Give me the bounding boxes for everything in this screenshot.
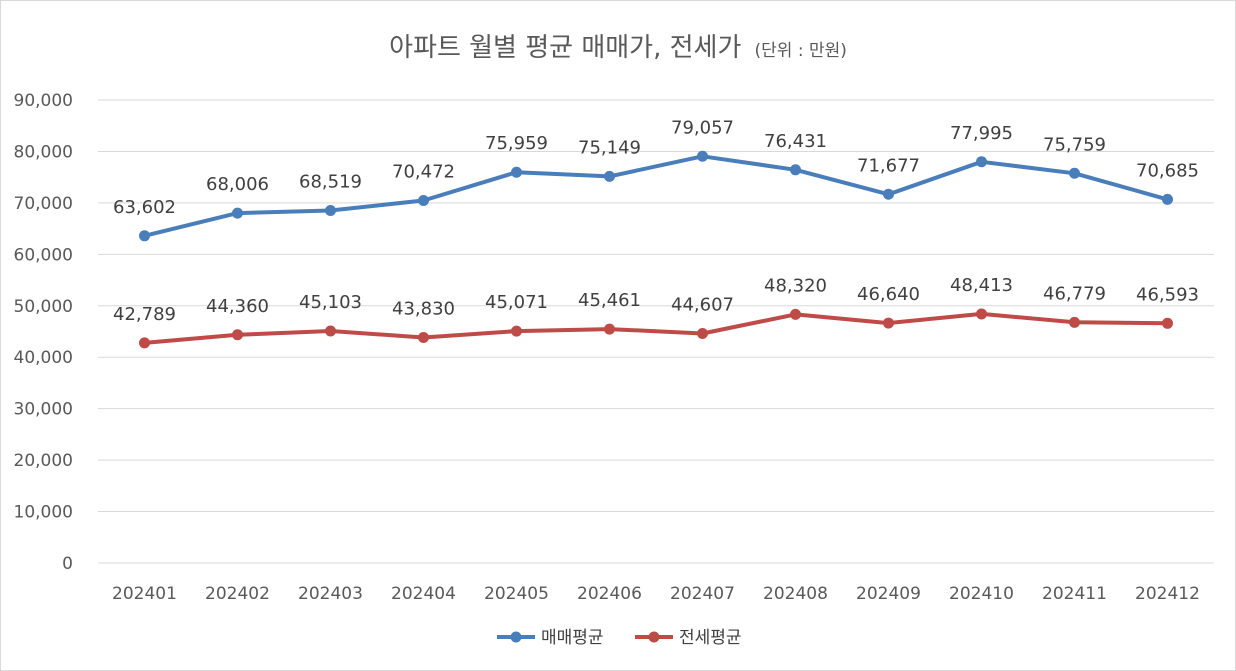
series-line-sale <box>142 154 1170 238</box>
x-tick-label: 202412 <box>1135 584 1200 604</box>
data-point <box>790 164 801 176</box>
legend-swatch-marker <box>510 631 522 643</box>
data-point <box>511 325 522 337</box>
x-tick-label: 202406 <box>577 584 642 604</box>
x-tick-label: 202411 <box>1042 584 1107 604</box>
data-label: 42,789 <box>113 304 176 325</box>
data-point <box>232 329 243 341</box>
data-label: 75,759 <box>1043 134 1106 155</box>
data-point <box>976 156 987 168</box>
y-tick-label: 90,000 <box>14 91 73 111</box>
y-tick-label: 50,000 <box>14 297 73 317</box>
data-point <box>697 328 708 340</box>
data-point <box>883 317 894 329</box>
data-label: 68,519 <box>299 172 362 193</box>
data-labels: 63,602 68,006 68,519 70,472 75,959 75,149 79,0… <box>113 117 1199 325</box>
data-label: 71,677 <box>857 155 920 176</box>
data-point <box>697 150 708 162</box>
data-label: 79,057 <box>671 117 734 138</box>
x-tick-label: 202410 <box>949 584 1014 604</box>
data-label: 45,461 <box>578 290 641 311</box>
data-point <box>1069 316 1080 328</box>
data-point <box>790 308 801 320</box>
x-tick-label: 202404 <box>391 584 456 604</box>
legend: 매매평균 전세평균 <box>497 628 742 648</box>
data-label: 70,685 <box>1136 160 1199 181</box>
data-point <box>1162 193 1173 205</box>
data-point <box>325 325 336 337</box>
series-line-jeonse <box>142 311 1170 345</box>
data-label: 44,607 <box>671 295 734 316</box>
chart-title-main: 아파트 월별 평균 매매가, 전세가 <box>389 33 741 63</box>
y-axis-ticks: 0 10,000 20,000 30,000 40,000 50,000 60,000 70,… <box>14 91 73 574</box>
legend-label: 전세평균 <box>679 628 742 648</box>
data-label: 44,360 <box>206 296 269 317</box>
chart-title: 아파트 월별 평균 매매가, 전세가 (단위 : 만원) <box>389 33 847 63</box>
data-label: 46,640 <box>857 284 920 305</box>
data-point <box>418 194 429 206</box>
data-point <box>325 205 336 217</box>
y-tick-label: 80,000 <box>14 142 73 162</box>
series-lines <box>139 150 1173 349</box>
data-point <box>511 166 522 178</box>
data-label: 48,320 <box>764 275 827 296</box>
x-tick-label: 202409 <box>856 584 921 604</box>
legend-label: 매매평균 <box>541 628 604 648</box>
x-tick-label: 202407 <box>670 584 735 604</box>
x-tick-label: 202403 <box>298 584 363 604</box>
data-label: 45,103 <box>299 292 362 313</box>
y-tick-label: 20,000 <box>14 451 73 471</box>
data-label: 45,071 <box>485 292 548 313</box>
data-label: 77,995 <box>950 123 1013 144</box>
x-axis-ticks: 202401 202402 202403 202404 202405 202406 2024… <box>112 584 1200 604</box>
x-tick-label: 202405 <box>484 584 549 604</box>
y-tick-label: 70,000 <box>14 194 73 214</box>
x-tick-label: 202402 <box>205 584 270 604</box>
data-point <box>604 170 615 182</box>
x-tick-label: 202401 <box>112 584 177 604</box>
gridlines <box>98 99 1214 564</box>
data-point <box>1069 167 1080 179</box>
y-tick-label: 60,000 <box>14 245 73 265</box>
y-tick-label: 0 <box>62 554 73 574</box>
data-label: 63,602 <box>113 197 176 218</box>
data-point <box>232 207 243 219</box>
data-point <box>139 337 150 349</box>
y-tick-label: 40,000 <box>14 348 73 368</box>
y-tick-label: 30,000 <box>14 400 73 420</box>
data-point <box>139 230 150 242</box>
data-point <box>1162 317 1173 329</box>
y-tick-label: 10,000 <box>14 503 73 523</box>
data-label: 76,431 <box>764 131 827 152</box>
data-point <box>883 188 894 200</box>
data-point <box>418 332 429 344</box>
data-label: 48,413 <box>950 275 1013 296</box>
data-point <box>604 323 615 335</box>
data-label: 75,149 <box>578 137 641 158</box>
data-label: 46,593 <box>1136 284 1199 305</box>
x-tick-label: 202408 <box>763 584 828 604</box>
data-label: 75,959 <box>485 133 548 154</box>
data-label: 70,472 <box>392 161 455 182</box>
chart-title-unit: (단위 : 만원) <box>755 41 847 61</box>
data-label: 46,779 <box>1043 283 1106 304</box>
data-label: 43,830 <box>392 299 455 320</box>
data-label: 68,006 <box>206 174 269 195</box>
data-point <box>976 308 987 320</box>
legend-swatch-marker <box>648 631 660 643</box>
